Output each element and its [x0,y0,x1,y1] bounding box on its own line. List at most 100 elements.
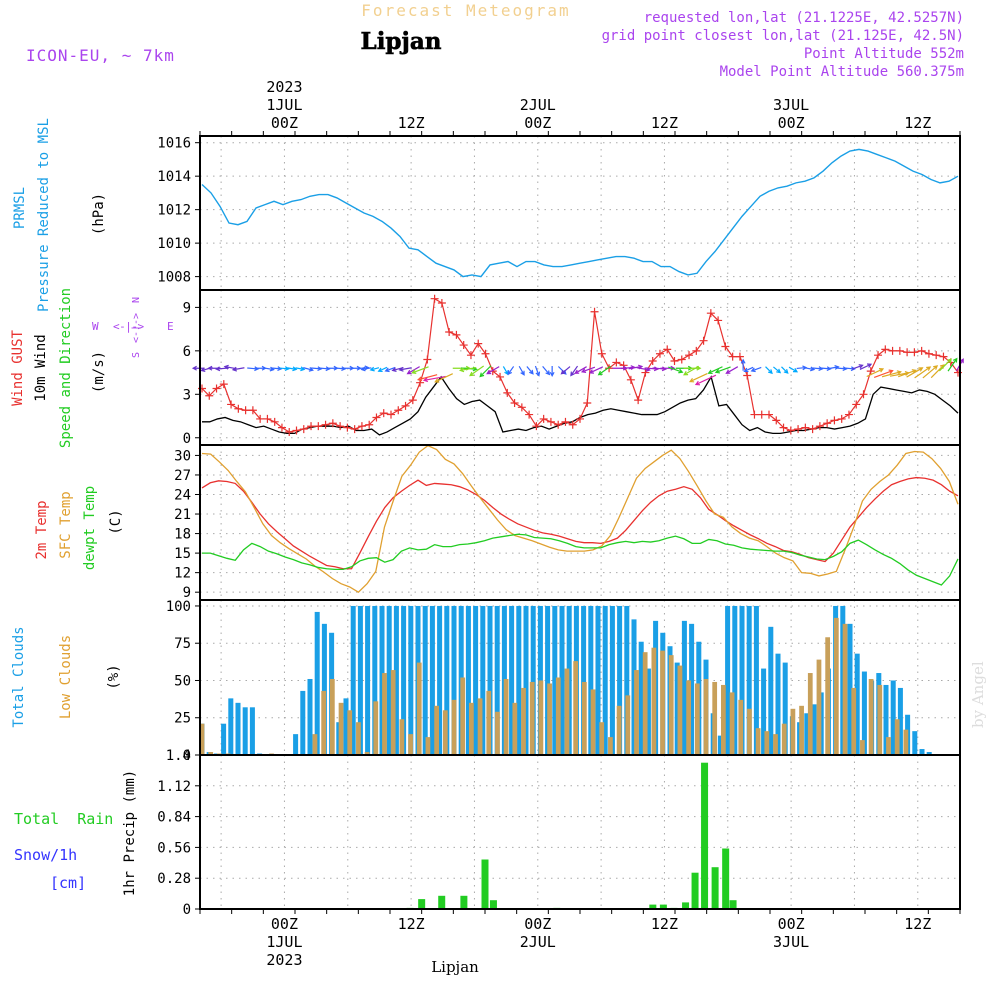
low-cloud-bar [477,698,483,755]
low-cloud-bar [347,710,353,755]
gust-point [568,420,577,429]
wind-direction-arrow [303,366,314,372]
total-cloud-bar [444,605,450,755]
low-cloud-bar [312,734,318,755]
precip-bars [200,762,960,909]
gust-point [815,422,824,431]
gust-point [721,342,730,351]
low-cloud-bar [816,659,822,755]
low-cloud-bar [651,647,657,755]
gust-point [772,416,781,425]
low-cloud-bar [425,737,431,755]
total-cloud-bar [228,698,234,755]
wind-direction-arrow [906,367,924,378]
cloud-labels: Total Clouds Low Clouds (%) [11,626,122,727]
total-cloud-bar [753,605,759,755]
wind-direction-arrow [836,366,848,372]
gust-point [844,410,853,419]
gust-point [852,400,861,409]
total-cloud-bar [768,626,774,755]
gust-point [365,420,374,429]
gust-point [517,403,526,412]
wind-direction-arrow [688,373,708,383]
gust-point [808,425,817,434]
total-cloud-bar [912,731,918,755]
low-cloud-bar [451,699,457,755]
gust-point [328,419,337,428]
wind-direction-arrow [765,366,773,375]
gust-point [387,410,395,419]
low-cloud-bar [469,702,474,755]
y-tick-label: 75 [174,636,191,652]
compass-west: W [92,320,99,333]
low-cloud-bar [694,683,700,755]
cloud-bars [199,605,932,755]
rain-bar [418,899,426,909]
total-cloud-bar [451,605,457,755]
total-cloud-bar [674,662,680,755]
low-cloud-bar [721,684,726,755]
low-cloud-bar [773,734,778,755]
gust-point [677,355,686,364]
wind-direction-arrow [434,373,453,383]
wind-direction-arrow [914,366,932,379]
gust-point [299,425,308,434]
gust-point [917,346,926,355]
gust-point [757,410,766,419]
hpa-unit-label: (hPa) [91,193,107,235]
total-cloud-bar [717,735,723,755]
wind-direction-arrow [279,366,290,371]
total-cloud-bar [883,684,889,755]
total-cloud-bar [379,605,385,755]
y-tick-label: 0.56 [157,840,191,856]
low-cloud-bar [686,680,691,755]
low-cloud-bar [408,734,413,755]
total-cloud-bar [847,623,853,755]
gust-point [888,346,897,355]
gust-point [394,406,403,415]
snow-unit-label: [cm] [50,874,86,892]
total-cloud-bar [293,734,299,755]
prmsl-label: PRMSL [12,187,28,229]
low-cloud-bar [564,668,570,755]
low-cloud-bar [199,723,205,755]
rain-bar [701,762,709,909]
location-title: Lipjan [361,28,442,55]
top-time-label: 12Z [398,114,425,132]
y-tick-label: 1014 [157,169,191,185]
wind-labels: Wind GUST 10m Wind Speed and Direction (… [10,288,174,448]
total-cloud-bar [242,707,248,755]
compass-arrow: <-|-> [113,320,144,333]
wind-direction-arrow [668,366,684,374]
wind-arrows [191,357,964,386]
gust-point [903,348,912,357]
y-tick-label: 6 [183,344,191,360]
total-rain-label: Total Rain [14,810,113,828]
gust-point [423,355,432,364]
total-cloud-bar [422,605,428,755]
low-cloud-bar [390,670,396,755]
y-tick-label: 1016 [157,136,191,152]
wind-direction-arrow [574,366,587,374]
top-time-label: 12Z [904,114,931,132]
wind-direction-arrow [295,366,306,372]
pressure-msl-label: Pressure Reduced to MSL [36,118,52,312]
gust-point [692,346,701,355]
panel-frame [199,444,961,601]
total-cloud-bar [343,698,349,755]
wind-10m-label: 10m Wind [33,334,49,401]
gust-point [612,358,621,367]
gust-point [895,346,904,355]
total-cloud-bar [725,605,731,755]
gust-point [445,328,454,337]
time-grid [220,136,919,909]
low-cloud-bar [894,719,900,755]
low-cloud-bar [329,678,335,755]
total-cloud-bar [494,605,500,755]
total-cloud-bar [357,605,363,755]
rain-bar [489,900,497,909]
low-cloud-bar [547,683,552,755]
gust-point [285,427,294,436]
low-cloud-bar [442,710,448,755]
total-cloud-bar [645,668,651,755]
